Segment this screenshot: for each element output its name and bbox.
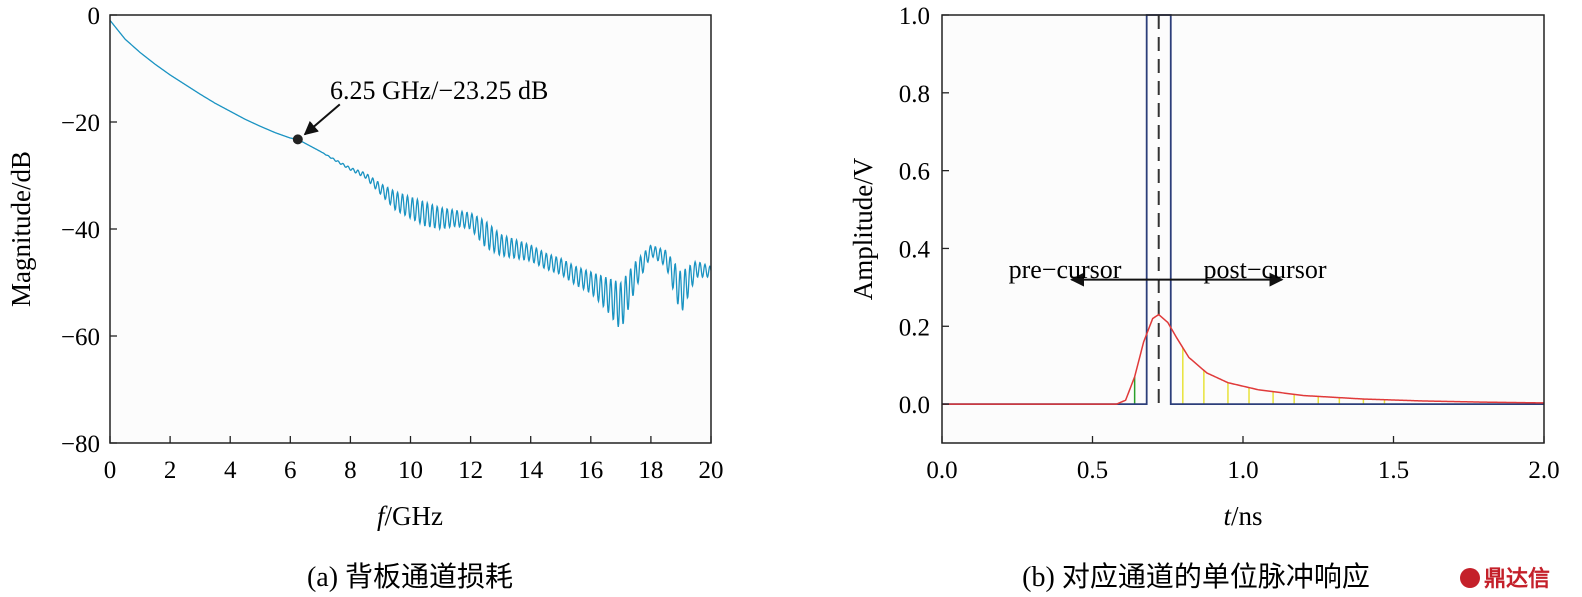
chart-a-plot-area — [110, 15, 711, 443]
y-tick-label: −20 — [61, 110, 100, 137]
chart-a-xlabel-unit: /GHz — [385, 501, 443, 531]
logo: 鼎达信 — [1460, 566, 1550, 592]
x-tick-label: 2 — [164, 457, 177, 484]
chart-b-ylabel: Amplitude/V — [848, 157, 878, 300]
y-tick-label: 0.2 — [899, 314, 930, 341]
chart-b-xlabel-unit: /ns — [1231, 501, 1263, 531]
x-tick-label: 0.5 — [1077, 457, 1108, 484]
x-tick-label: 20 — [699, 457, 724, 484]
chart-a-ticks: 0 2 4 6 8 10 12 14 16 18 20 0 −20 −40 −60 −80 — [61, 3, 724, 484]
chart-b-xlabel: t/ns — [1223, 501, 1262, 531]
chart-a-series — [109, 19, 712, 328]
y-tick-label: 0.4 — [899, 236, 931, 263]
y-tick-label: 0 — [88, 3, 101, 30]
y-tick-label: −60 — [61, 324, 100, 351]
y-tick-label: −80 — [61, 431, 100, 458]
chart-a-xlabel-var: f — [377, 501, 388, 531]
y-tick-label: 1.0 — [899, 3, 930, 30]
chart-a-caption: (a) 背板通道损耗 — [307, 561, 513, 593]
chart-b-ticks: 0.0 0.5 1.0 1.5 2.0 0.0 0.2 0.4 0.6 0.8 1.0 — [899, 3, 1560, 484]
pulse-response-curve — [942, 313, 1545, 405]
loss-curve — [109, 19, 712, 328]
x-tick-label: 10 — [398, 457, 423, 484]
y-tick-label: −40 — [61, 217, 100, 244]
chart-a-xlabel: f/GHz — [377, 501, 443, 531]
x-tick-label: 4 — [224, 457, 237, 484]
x-tick-label: 0 — [104, 457, 117, 484]
x-tick-label: 18 — [638, 457, 663, 484]
y-tick-label: 0.6 — [899, 159, 930, 186]
x-tick-label: 2.0 — [1528, 457, 1559, 484]
chart-a-marker — [292, 134, 303, 145]
chart-a-ylabel: Magnitude/dB — [6, 151, 36, 307]
chart-a-annotation-arrow — [303, 103, 341, 136]
post-cursor-label: post−cursor — [1204, 255, 1327, 284]
x-tick-label: 6 — [284, 457, 297, 484]
x-tick-label: 0.0 — [926, 457, 957, 484]
chart-b: 0.0 0.5 1.0 1.5 2.0 0.0 0.2 0.4 0.6 0.8 1.0 pre−cu… — [848, 3, 1560, 593]
y-tick-label: 0.0 — [899, 392, 930, 419]
x-tick-label: 14 — [518, 457, 544, 484]
chart-b-caption: (b) 对应通道的单位脉冲响应 — [1022, 561, 1370, 593]
chart-a-annotation: 6.25 GHz/−23.25 dB — [330, 76, 548, 105]
x-tick-label: 8 — [344, 457, 357, 484]
pre-cursor-label: pre−cursor — [1009, 255, 1122, 284]
x-tick-label: 16 — [578, 457, 603, 484]
chart-b-xlabel-var: t — [1223, 501, 1232, 531]
chart-b-plot-area — [942, 15, 1544, 443]
logo-text: 鼎达信 — [1484, 566, 1550, 592]
y-tick-label: 0.8 — [899, 81, 930, 108]
x-tick-label: 1.5 — [1378, 457, 1409, 484]
logo-icon — [1460, 568, 1480, 588]
x-tick-label: 1.0 — [1227, 457, 1258, 484]
chart-a: 0 2 4 6 8 10 12 14 16 18 20 0 −20 −40 −60 −80 6.25 GHz/… — [6, 3, 724, 593]
x-tick-label: 12 — [458, 457, 483, 484]
